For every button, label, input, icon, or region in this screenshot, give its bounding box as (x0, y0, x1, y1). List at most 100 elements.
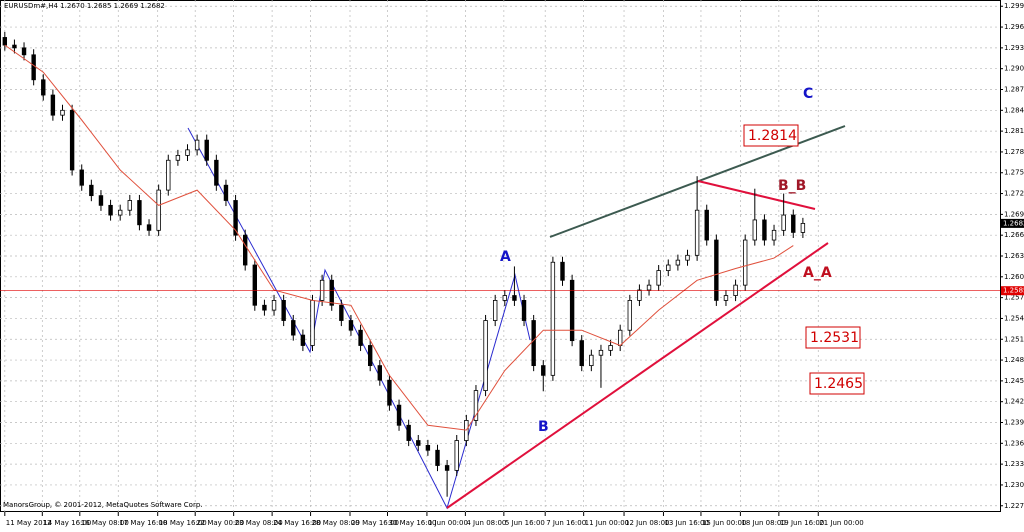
x-tick-label: 16 May 08:00 (81, 519, 129, 527)
bb-line (697, 180, 816, 210)
y-tick-label: 1.2485 (1004, 356, 1024, 364)
candle-body (598, 349, 604, 356)
y-tick-label: 1.2695 (1004, 210, 1024, 218)
candle-body (377, 365, 383, 381)
x-tick-label: 29 May 16:00 (351, 519, 399, 527)
y-tick-label: 1.2425 (1004, 398, 1024, 406)
candle-body (492, 300, 498, 321)
candle-body (69, 109, 75, 171)
candle-body (435, 449, 440, 466)
candle-body (127, 200, 133, 211)
candle-body (425, 444, 431, 451)
y-tick-label: 1.2905 (1004, 65, 1024, 73)
candle-body (281, 300, 286, 321)
candle-body (79, 169, 84, 186)
level-label: 1.2531 (810, 330, 859, 346)
y-tick-label: 1.2965 (1004, 23, 1024, 31)
candle-body (723, 295, 729, 301)
y-tick-label: 1.2935 (1004, 44, 1024, 52)
candle-body (175, 155, 181, 161)
candle-body (714, 239, 719, 301)
candle-body (560, 261, 565, 281)
x-tick-label: 22 May 00:00 (196, 519, 244, 527)
support-line (446, 242, 829, 509)
candle-body (608, 345, 613, 351)
candle-body (185, 149, 190, 156)
candle-body (627, 300, 633, 331)
y-tick-label: 1.2605 (1004, 273, 1024, 281)
annotation: A (500, 249, 511, 265)
x-tick-label: 18 Jun 08:00 (741, 519, 785, 527)
candle-body (752, 219, 758, 241)
candle-body (300, 334, 306, 346)
candle-body (512, 295, 517, 301)
candle-body (483, 320, 488, 391)
candle-body (98, 195, 104, 206)
candle-body (473, 390, 479, 421)
y-tick-label: 1.2995 (1004, 2, 1024, 10)
candle-body (396, 404, 402, 426)
footer: ManorsGroup, © 2001-2012, MetaQuotes Sof… (3, 501, 203, 509)
x-tick-label: 5 Jun 16:00 (505, 519, 545, 527)
candle-body (666, 264, 671, 271)
price-label-box (1001, 286, 1024, 296)
annotation: A_A (803, 265, 832, 281)
candle-body (541, 365, 546, 376)
x-tick-label: 24 May 16:00 (273, 519, 321, 527)
price-label-box (1001, 218, 1024, 228)
price-label: 1.2682 (1003, 219, 1024, 227)
annotation: B (538, 419, 549, 435)
candle-body (781, 214, 786, 231)
y-tick-label: 1.2335 (1004, 460, 1024, 468)
candle-body (502, 295, 508, 301)
x-tick-label: 15 Jun 00:00 (702, 519, 746, 527)
candle-body (166, 159, 171, 191)
candle-body (291, 320, 296, 336)
level-box (805, 326, 861, 349)
candle-body (271, 300, 277, 311)
x-tick-label: 18 May 16:00 (159, 519, 207, 527)
candle-body (329, 279, 334, 306)
candle-body (531, 320, 536, 367)
x-tick-label: 17 May 16:00 (119, 519, 167, 527)
candle-body (358, 329, 363, 346)
level-label: 1.2465 (814, 376, 863, 392)
x-tick-label: 7 Jun 16:00 (546, 519, 586, 527)
y-tick-label: 1.2365 (1004, 439, 1024, 447)
candle-body (742, 239, 748, 286)
candle-body (21, 47, 27, 56)
candle-body (41, 79, 46, 96)
y-tick-label: 1.2755 (1004, 169, 1024, 177)
x-tick-label: 13 Jun 16:00 (664, 519, 708, 527)
x-tick-label: 14 May 16:00 (43, 519, 91, 527)
candle-body (646, 284, 652, 291)
candle-body (31, 54, 36, 81)
level-box (809, 372, 865, 395)
y-tick-label: 1.2845 (1004, 106, 1024, 114)
candle-body (262, 304, 267, 311)
candle-body (800, 222, 806, 233)
candle-body (242, 234, 248, 266)
candle-body (89, 184, 94, 197)
x-tick-label: 11 Jun 00:00 (585, 519, 629, 527)
candle-body (617, 329, 623, 346)
candle-body (791, 214, 796, 233)
candle-body (589, 354, 594, 367)
candle-body (416, 440, 421, 446)
candle-body (637, 289, 642, 301)
zigzag (187, 127, 531, 510)
grid (0, 0, 1000, 512)
annotation: B_B (778, 178, 806, 194)
y-tick-label: 1.2305 (1004, 481, 1024, 489)
candle-body (579, 340, 584, 367)
y-tick-label: 1.2275 (1004, 502, 1024, 510)
candle-body (348, 320, 354, 331)
x-tick-label: 19 Jun 16:00 (780, 519, 824, 527)
candle-body (569, 279, 575, 342)
candle-body (146, 224, 152, 231)
candle-body (137, 200, 142, 226)
candle-body (550, 261, 556, 376)
candle-body (762, 219, 767, 241)
level-box (743, 124, 799, 147)
